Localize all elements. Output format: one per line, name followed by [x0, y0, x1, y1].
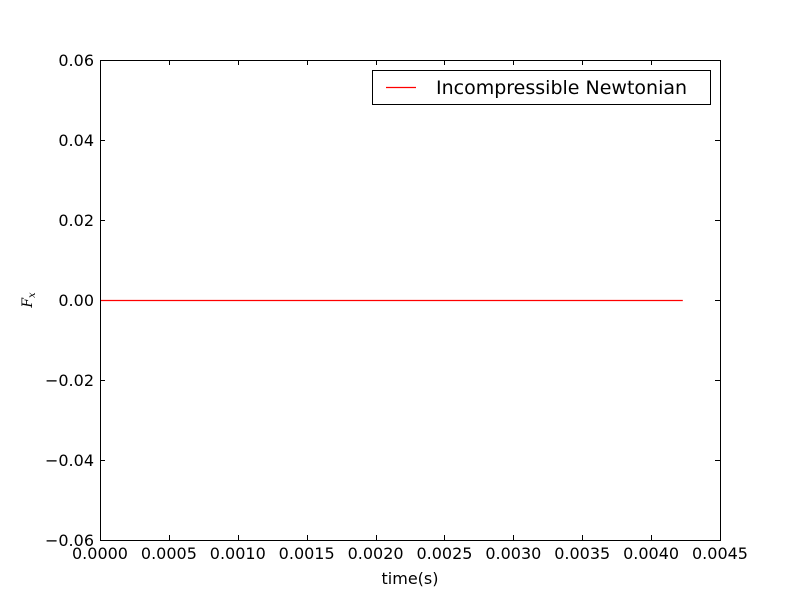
y-axis-label-main: F: [20, 297, 36, 309]
x-tick-label: 0.0030: [485, 544, 541, 563]
x-tick-label: 0.0005: [141, 544, 197, 563]
y-axis-label-subscript: x: [27, 292, 38, 298]
y-tick-labels: −0.06 −0.04 −0.02 0.00 0.02 0.04 0.06: [45, 51, 94, 550]
y-tick-label: 0.00: [58, 291, 94, 310]
y-tick-label: −0.02: [45, 371, 94, 390]
x-tick-label: 0.0025: [416, 544, 472, 563]
x-tick-label: 0.0040: [623, 544, 679, 563]
x-tick-label: 0.0035: [554, 544, 610, 563]
x-tick-label: 0.0045: [692, 544, 748, 563]
x-axis-label: time(s): [382, 569, 439, 588]
legend: Incompressible Newtonian: [372, 70, 711, 105]
x-tick-labels: 0.0000 0.0005 0.0010 0.0015 0.0020 0.0025 0.00…: [72, 544, 748, 563]
y-tick-label: 0.02: [58, 211, 94, 230]
y-tick-label: −0.04: [45, 451, 94, 470]
y-tick-label: 0.04: [58, 131, 94, 150]
y-tick-label: 0.06: [58, 51, 94, 70]
legend-label: Incompressible Newtonian: [436, 77, 687, 99]
y-axis-label: Fx: [20, 292, 38, 309]
x-tick-label: 0.0015: [279, 544, 335, 563]
y-tick-label: −0.06: [45, 531, 94, 550]
x-tick-label: 0.0000: [72, 544, 128, 563]
legend-box: [372, 70, 711, 105]
x-tick-label: 0.0010: [210, 544, 266, 563]
x-tick-label: 0.0020: [348, 544, 404, 563]
plot-frame: [100, 60, 721, 541]
